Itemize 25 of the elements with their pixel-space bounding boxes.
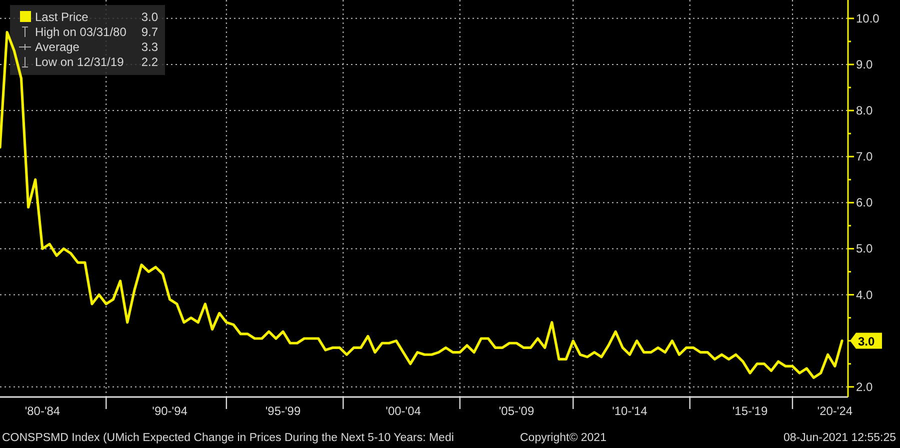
y-tick-label: 8.0 bbox=[856, 104, 874, 118]
text: Average 3.3 bbox=[35, 40, 158, 54]
x-tick-label: '05-'09 bbox=[498, 404, 534, 418]
x-tick-label: '00-'04 bbox=[386, 404, 422, 418]
y-tick-label: 9.0 bbox=[856, 57, 874, 72]
y-tick-label: 10.0 bbox=[856, 11, 880, 26]
text: Copyright© 2021 bbox=[520, 432, 606, 444]
legend-label: Last Price bbox=[35, 10, 89, 24]
x-tick-label: '80-'84 bbox=[24, 404, 60, 418]
y-tick-label: 7.0 bbox=[856, 150, 874, 164]
text: Low on 12/31/19 2.2 bbox=[35, 55, 158, 69]
y-tick-label: 2.0 bbox=[856, 380, 874, 394]
y-tick-label: 6.0 bbox=[856, 196, 874, 210]
y-tick-label: 4.0 bbox=[856, 288, 874, 302]
x-tick-label: '10-'14 bbox=[612, 404, 648, 418]
text: 3.0 bbox=[858, 334, 876, 348]
x-tick-label: '20-'24 bbox=[817, 404, 853, 418]
x-tick-label: '90-'94 bbox=[152, 404, 188, 418]
annotation: 3.0 bbox=[141, 10, 158, 24]
x-tick-label: '95-'99 bbox=[265, 404, 301, 418]
text: CONSPSMD Index (UMich Expected Change in Prices During the Next 5-10 Years: Medi bbox=[2, 432, 454, 444]
y-tick-label: 5.0 bbox=[856, 242, 874, 256]
text: High on 03/31/80 9.7 bbox=[35, 25, 158, 39]
x-tick-label: '15-'19 bbox=[732, 404, 768, 418]
text: 08-Jun-2021 12:55:25 bbox=[783, 432, 896, 444]
